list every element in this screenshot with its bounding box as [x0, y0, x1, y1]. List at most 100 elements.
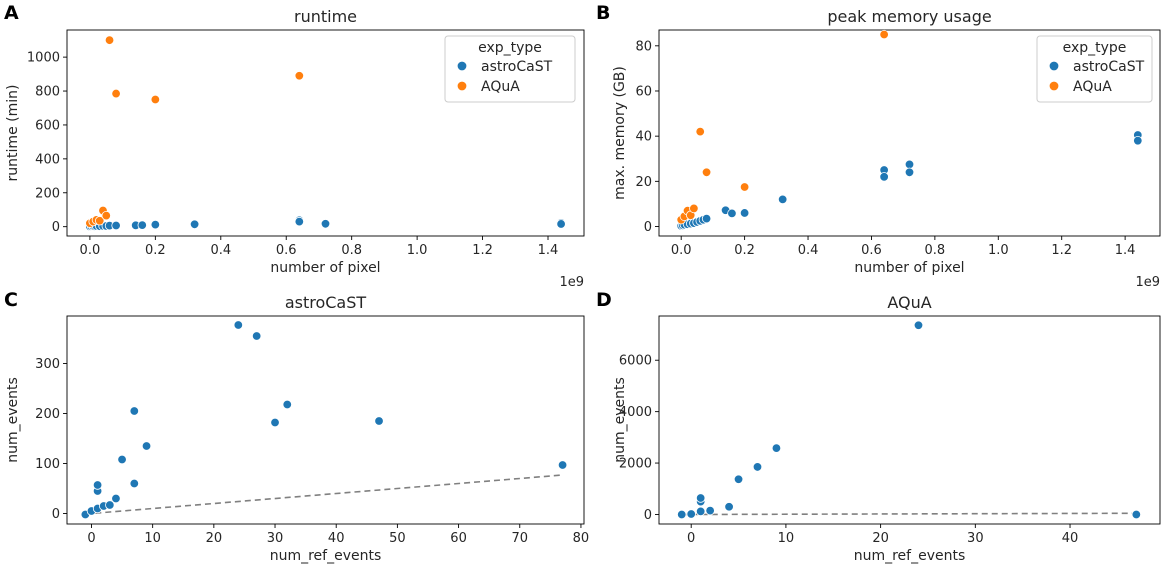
- data-point-astrocast: [270, 417, 280, 428]
- x-tick-label: 1.0: [407, 243, 428, 258]
- y-tick-label: 0: [52, 507, 60, 522]
- legend-label-aqua: AQuA: [1073, 79, 1112, 95]
- data-point-astrocast: [904, 159, 915, 170]
- panel-a-runtime: 0.0 0.2 0.4 0.6 0.8 1.0 1.2 1.4 0 200 400 600 800 100…: [5, 7, 585, 290]
- x-axis-label: num_ref_events: [270, 548, 382, 564]
- x-tick-label: 1.4: [538, 243, 559, 258]
- x-tick-label: 40: [1062, 531, 1079, 546]
- y-tick-label: 6000: [619, 354, 652, 369]
- x-tick-label: 0.0: [671, 243, 692, 258]
- data-point-aqua: [879, 29, 889, 40]
- data-point-astrocast: [105, 500, 115, 510]
- data-point-aqua: [101, 210, 111, 221]
- panel-d-aqua: 0 10 20 30 40 0 2000 4000 6000 AQuA num_ref_events…: [612, 293, 1161, 564]
- data-point-astrocast: [879, 172, 889, 182]
- data-point-aqua: [95, 216, 105, 226]
- chart-title: AQuA: [887, 293, 931, 312]
- legend-title: exp_type: [478, 40, 542, 56]
- data-point-aqua: [913, 320, 924, 330]
- legend-marker-astrocast: [1048, 60, 1060, 72]
- plot-frame: [66, 315, 585, 525]
- data-point-astrocast: [294, 216, 305, 227]
- x-tick-label: 70: [511, 531, 528, 546]
- y-axis-label: runtime (min): [5, 85, 21, 182]
- data-point-aqua: [733, 474, 744, 484]
- data-point-aqua: [705, 505, 715, 516]
- data-point-aqua: [752, 462, 763, 472]
- legend-marker-aqua: [456, 80, 468, 92]
- chart-title: runtime: [294, 7, 357, 26]
- y-tick-label: 200: [35, 407, 60, 422]
- chart-title: peak memory usage: [827, 7, 991, 26]
- data-point-astrocast: [189, 219, 200, 230]
- data-point-aqua: [771, 443, 782, 453]
- x-tick-label: 30: [967, 531, 984, 546]
- x-tick-label: 20: [872, 531, 889, 546]
- x-tick-label: 0.0: [80, 243, 101, 258]
- legend-label-astrocast: astroCaST: [481, 59, 553, 75]
- data-point-astrocast: [904, 167, 915, 178]
- x-offset-label: 1e9: [559, 275, 584, 290]
- x-tick-label: 20: [206, 531, 223, 546]
- data-point-aqua: [724, 502, 734, 512]
- data-point-astrocast: [727, 208, 737, 219]
- data-point-aqua: [695, 506, 706, 517]
- panel-b-peak-memory: 0.0 0.2 0.4 0.6 0.8 1.0 1.2 1.4 0 20 40 60 80 peak me…: [612, 7, 1161, 290]
- y-tick-label: 0: [644, 508, 652, 523]
- y-tick-label: 2000: [619, 457, 652, 472]
- y-tick-label: 20: [635, 175, 652, 190]
- x-tick-label: 80: [573, 531, 590, 546]
- reference-line: [85, 474, 563, 515]
- x-tick-label: 1.2: [472, 243, 493, 258]
- y-tick-label: 80: [635, 39, 652, 54]
- y-axis-label: max. memory (GB): [612, 66, 628, 200]
- y-tick-label: 400: [35, 152, 60, 167]
- data-point-aqua: [739, 182, 750, 192]
- data-point-aqua: [677, 509, 687, 520]
- panel-letter-c: C: [4, 289, 18, 311]
- data-point-astrocast: [556, 219, 566, 229]
- x-tick-label: 0.2: [734, 243, 755, 258]
- x-tick-label: 10: [144, 531, 161, 546]
- data-point-astrocast: [233, 320, 244, 330]
- y-tick-label: 4000: [619, 405, 652, 420]
- reference-line: [681, 512, 1137, 516]
- plot-frame: [658, 29, 1161, 237]
- legend-marker-astrocast: [456, 60, 468, 72]
- data-point-astrocast: [374, 416, 384, 426]
- x-axis-label: number of pixel: [854, 260, 964, 276]
- x-tick-label: 1.2: [1051, 243, 1072, 258]
- data-point-astrocast: [150, 219, 161, 230]
- y-tick-label: 100: [35, 457, 60, 472]
- x-tick-label: 0.8: [341, 243, 362, 258]
- data-point-aqua: [111, 88, 121, 99]
- data-point-astrocast: [251, 331, 262, 341]
- data-point-aqua: [695, 126, 705, 137]
- legend-title: exp_type: [1063, 40, 1127, 56]
- data-point-astrocast: [320, 219, 331, 229]
- y-tick-label: 60: [635, 84, 652, 99]
- x-tick-label: 0: [687, 531, 695, 546]
- x-tick-label: 60: [450, 531, 467, 546]
- x-tick-label: 1.4: [1115, 243, 1136, 258]
- x-tick-label: 0.4: [210, 243, 231, 258]
- y-axis-label: num_events: [612, 377, 628, 463]
- x-tick-label: 0.2: [145, 243, 166, 258]
- data-point-aqua: [1131, 509, 1142, 520]
- chart-title: astroCaST: [285, 293, 367, 312]
- plot-frame: [66, 29, 585, 237]
- data-point-astrocast: [739, 208, 750, 218]
- panel-c-astrocast: 0 10 20 30 40 50 60 70 80 0 100 200 300 astroCaST num_…: [5, 293, 589, 564]
- data-point-aqua: [294, 71, 305, 81]
- data-point-astrocast: [129, 478, 140, 489]
- y-axis-label: num_events: [5, 377, 21, 463]
- data-point-astrocast: [111, 493, 121, 504]
- data-point-astrocast: [92, 480, 103, 490]
- x-tick-label: 1.0: [988, 243, 1009, 258]
- x-axis-label: num_ref_events: [854, 548, 966, 564]
- y-tick-label: 200: [35, 186, 60, 201]
- data-point-astrocast: [111, 220, 121, 231]
- x-tick-label: 0.6: [861, 243, 882, 258]
- data-point-aqua: [701, 167, 712, 178]
- y-tick-label: 0: [644, 220, 652, 235]
